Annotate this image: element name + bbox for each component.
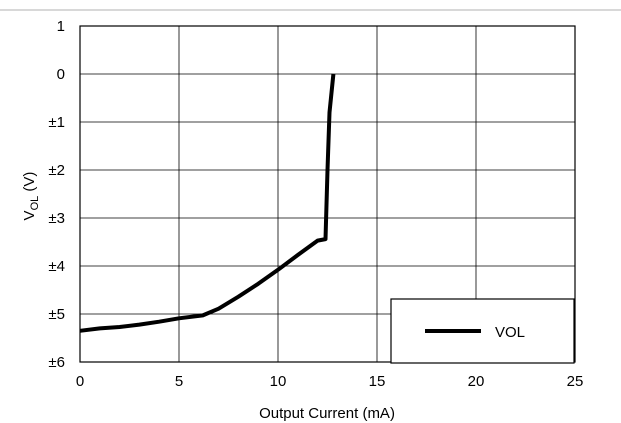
y-tick-label: ±4 xyxy=(48,258,65,275)
x-tick-label: 5 xyxy=(175,373,183,390)
x-tick-label: 15 xyxy=(369,373,386,390)
legend: VOL xyxy=(390,298,575,364)
plot-frame xyxy=(79,25,576,363)
legend-box xyxy=(390,298,575,364)
y-axis-title-sub: OL xyxy=(29,196,41,211)
series-line-vol xyxy=(79,73,336,333)
plot-series xyxy=(79,73,336,333)
x-tick-label: 20 xyxy=(468,373,485,390)
y-axis-title: VOL (V) xyxy=(21,172,41,221)
y-axis-title-unit: (V) xyxy=(21,172,38,196)
y-tick-label: ±1 xyxy=(48,114,65,131)
y-tick-label: ±2 xyxy=(48,162,65,179)
x-tick-label: 0 xyxy=(76,373,84,390)
y-tick-label: 1 xyxy=(57,18,65,35)
y-tick-label: ±6 xyxy=(48,354,65,371)
x-axis-title: Output Current (mA) xyxy=(259,405,395,422)
x-tick-labels: 0 5 10 15 20 25 xyxy=(76,373,584,390)
x-tick-label: 10 xyxy=(270,373,287,390)
y-tick-label: ±3 xyxy=(48,210,65,227)
y-axis-title-main: V xyxy=(21,210,38,220)
y-tick-labels: 1 0 ±1 ±2 ±3 ±4 ±5 ±6 xyxy=(48,18,65,371)
y-tick-label: ±5 xyxy=(48,306,65,323)
x-tick-label: 25 xyxy=(567,373,584,390)
legend-label-vol: VOL xyxy=(495,324,525,341)
y-tick-label: 0 xyxy=(57,66,65,83)
